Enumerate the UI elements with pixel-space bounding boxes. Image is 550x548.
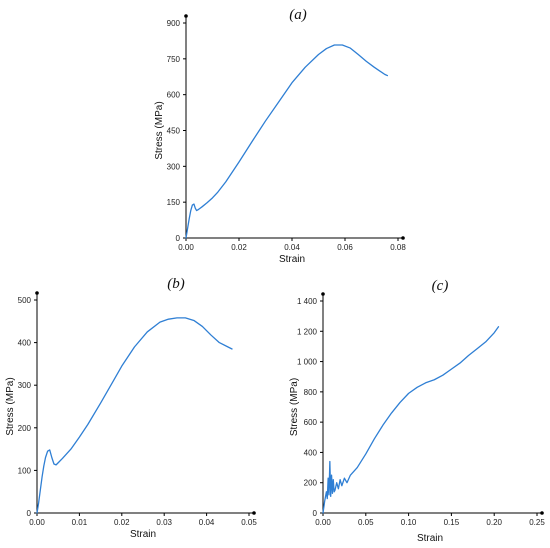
y-tick-label: 0 [27, 509, 32, 518]
y-tick-label: 400 [18, 339, 32, 348]
x-tick-label: 0.00 [315, 518, 331, 527]
y-tick-label: 150 [167, 198, 181, 207]
y-tick-label: 500 [18, 296, 32, 305]
x-axis-end-marker [540, 511, 544, 515]
y-tick-label: 750 [167, 55, 181, 64]
panel-c: (c) 0.00 0.05 0.10 0.15 0.20 0.25 0 200 400 600 800… [289, 278, 545, 544]
stress-strain-curve [36, 317, 233, 514]
x-tick-label: 0.20 [486, 518, 502, 527]
x-tick-label: 0.15 [444, 518, 460, 527]
y-tick-label: 450 [167, 127, 181, 136]
panel-b: (b) 0.00 0.01 0.02 0.03 0.04 0.05 0 100 200 300 400… [5, 276, 257, 540]
y-axis-title: Stress (MPa) [154, 101, 165, 159]
y-tick-label: 900 [167, 19, 181, 28]
y-axis-end-marker [184, 14, 188, 18]
panel-label: (a) [289, 7, 307, 23]
y-tick-label: 600 [304, 418, 318, 427]
x-axis-title: Strain [279, 254, 305, 265]
y-axis-end-marker [321, 292, 325, 296]
y-tick-label: 200 [304, 479, 318, 488]
x-axis-title: Strain [417, 533, 443, 544]
stress-strain-curve [322, 326, 500, 514]
y-axis-title: Stress (MPa) [289, 378, 300, 436]
y-tick-label: 0 [176, 234, 181, 243]
y-tick-label: 300 [167, 162, 181, 171]
x-tick-label: 0.04 [199, 518, 215, 527]
x-axis-end-marker [401, 236, 405, 240]
x-tick-label: 0.03 [156, 518, 172, 527]
y-axis-end-marker [35, 291, 39, 295]
x-axis-end-marker [252, 511, 256, 515]
y-tick-label: 1 000 [297, 358, 318, 367]
x-tick-label: 0.25 [529, 518, 545, 527]
x-tick-label: 0.00 [29, 518, 45, 527]
x-tick-label: 0.01 [72, 518, 88, 527]
x-tick-label: 0.05 [358, 518, 374, 527]
y-tick-label: 200 [18, 424, 32, 433]
x-tick-label: 0.05 [241, 518, 257, 527]
x-tick-label: 0.10 [401, 518, 417, 527]
y-tick-label: 0 [313, 509, 318, 518]
panel-label: (c) [432, 278, 449, 294]
stress-strain-curve [185, 44, 389, 239]
y-tick-label: 1 200 [297, 327, 318, 336]
panel-a: (a) 0.00 0.02 0.04 0.06 0.08 0 150 300 450 600 750 9… [154, 7, 406, 265]
x-tick-label: 0.04 [284, 243, 300, 252]
x-tick-label: 0.06 [337, 243, 353, 252]
y-tick-label: 1 400 [297, 297, 318, 306]
x-tick-label: 0.00 [178, 243, 194, 252]
y-tick-label: 600 [167, 91, 181, 100]
panel-label: (b) [167, 276, 185, 292]
y-tick-label: 100 [18, 466, 32, 475]
y-tick-label: 300 [18, 381, 32, 390]
x-tick-label: 0.02 [231, 243, 247, 252]
y-axis-title: Stress (MPa) [5, 377, 16, 435]
y-tick-label: 400 [304, 448, 318, 457]
x-tick-label: 0.02 [114, 518, 130, 527]
y-tick-label: 800 [304, 388, 318, 397]
x-tick-label: 0.08 [390, 243, 406, 252]
x-axis-title: Strain [130, 529, 156, 540]
